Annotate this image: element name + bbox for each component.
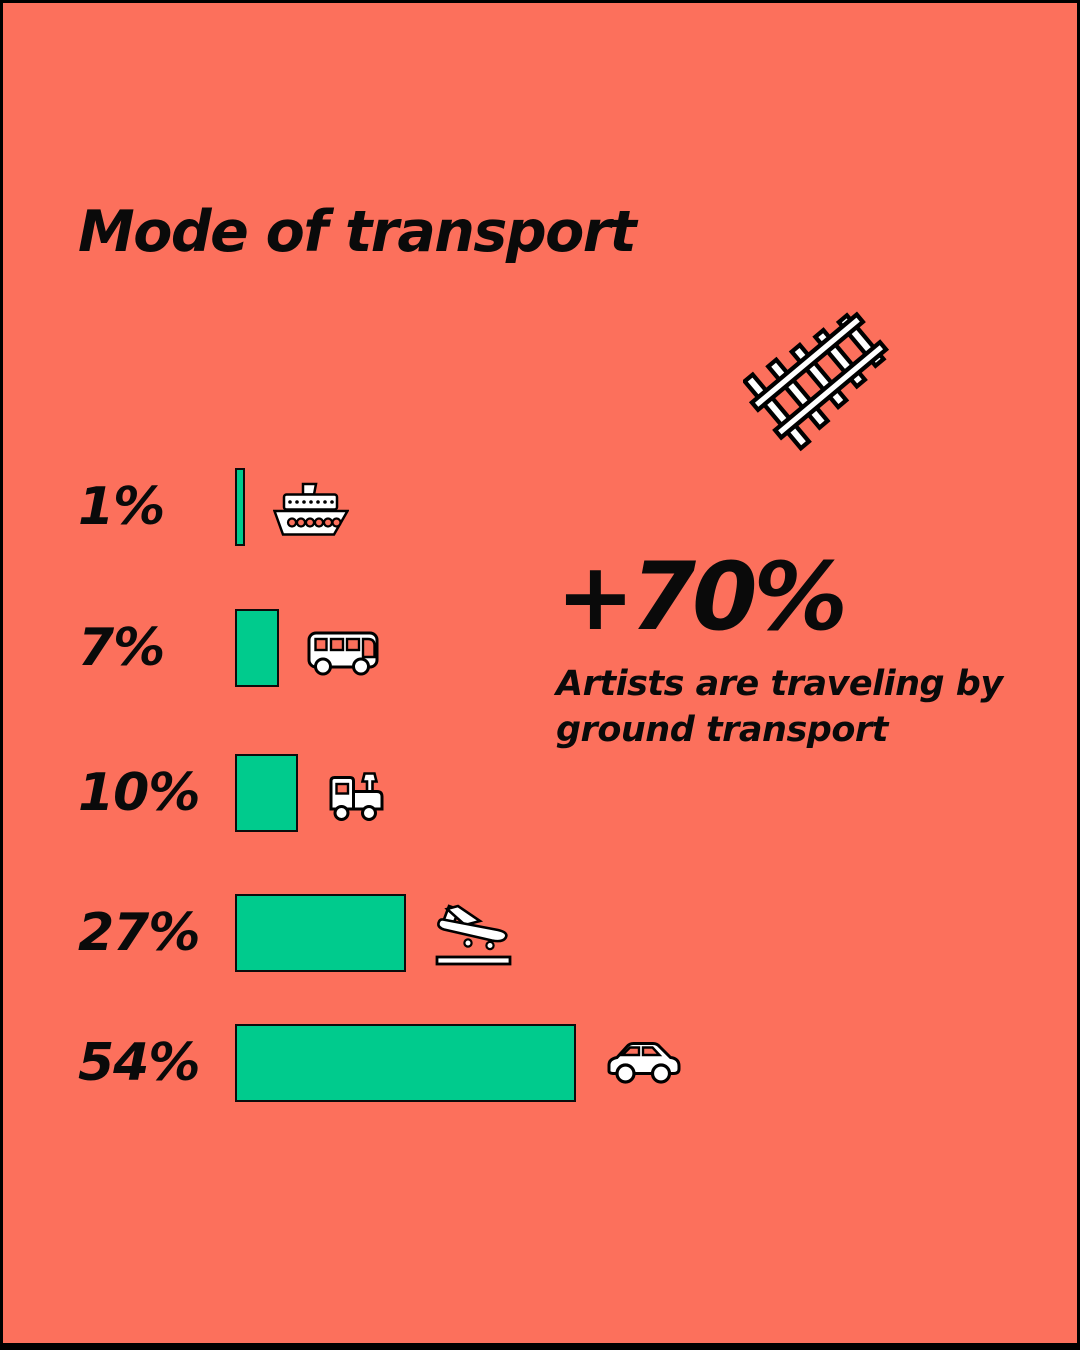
chart-row-train: 10% [78,754,392,832]
bar-car [235,1024,576,1102]
callout-ground-transport: +70% Artists are traveling by ground tra… [556,551,1003,753]
chart-row-bus: 7% [78,609,379,687]
callout-body-line2: ground transport [556,710,888,751]
railway-tracks-icon [743,311,890,452]
bar-value-label: 54% [78,1033,200,1093]
callout-body-line1: Artists are traveling by [556,664,1003,704]
car-icon [607,1042,681,1084]
bar-bus [235,609,279,687]
train-icon [329,772,384,821]
bar-train [235,754,298,832]
bar-plane [235,894,406,972]
callout-body: Artists are traveling by ground transpor… [556,661,1003,753]
plane-landing-icon [435,904,512,966]
bar-value-label: 7% [78,618,165,678]
bar-value-label: 10% [78,763,200,823]
chart-row-plane: 27% [78,894,514,972]
bar-ship [235,468,245,546]
ship-icon [273,482,349,536]
chart-row-car: 54% [78,1024,684,1102]
page-title: Mode of transport [78,199,637,265]
bus-icon [307,631,379,676]
chart-row-ship: 1% [78,468,349,546]
callout-headline: +70% [556,543,848,652]
bar-value-label: 1% [78,477,165,537]
bar-value-label: 27% [78,903,200,963]
